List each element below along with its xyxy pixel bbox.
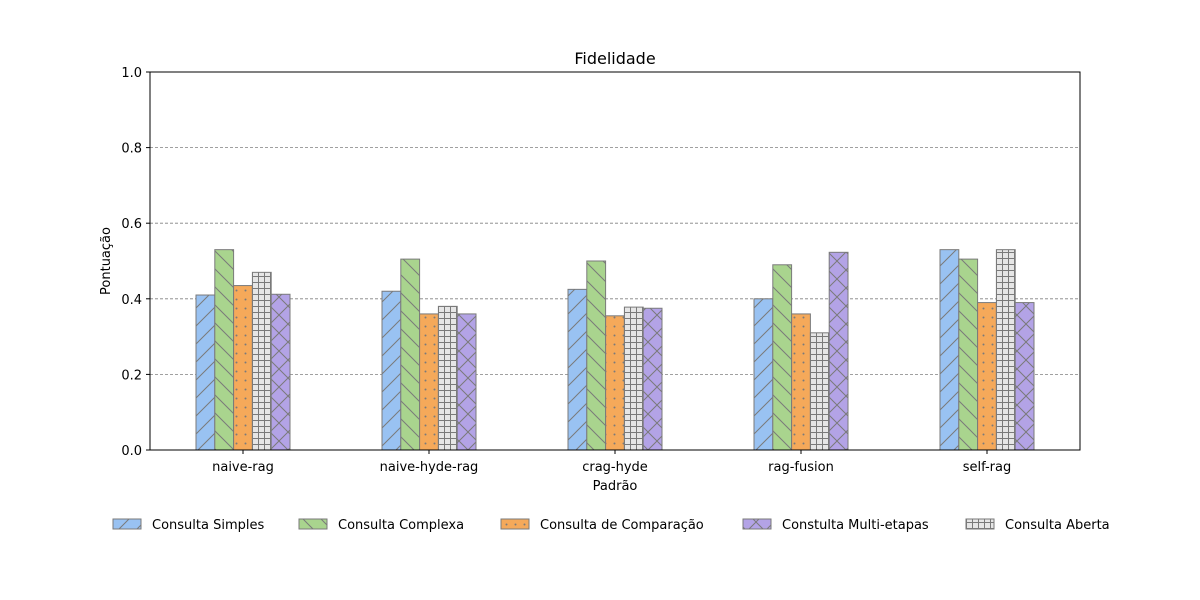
legend-label: Consulta Simples bbox=[152, 518, 264, 533]
legend-label: Consulta de Comparação bbox=[540, 518, 704, 533]
bar-naive-rag-consulta-de-compara-o bbox=[233, 285, 253, 451]
bar-naive-rag-consulta-simples bbox=[195, 294, 216, 451]
legend-swatch bbox=[112, 518, 142, 530]
y-tick-label: 0.8 bbox=[121, 142, 142, 157]
chart-title: Fidelidade bbox=[574, 49, 655, 68]
bar-rag-fusion-consulta-de-compara-o bbox=[791, 313, 811, 451]
bars-group bbox=[195, 249, 1035, 451]
bar-naive-hyde-rag-consulta-complexa bbox=[400, 258, 421, 451]
y-tick-label: 0.0 bbox=[121, 444, 142, 459]
bar-rag-fusion-consulta-complexa bbox=[772, 264, 793, 451]
y-tick-label: 0.4 bbox=[121, 293, 142, 308]
bar-naive-hyde-rag-consulta-de-compara-o bbox=[419, 313, 439, 451]
x-axis-label: Padrão bbox=[593, 479, 638, 494]
y-axis: 0.0 0.2 0.4 0.6 0.8 1.0 bbox=[121, 66, 150, 459]
legend-item: Consulta Simples bbox=[112, 518, 264, 533]
bar-rag-fusion-constulta-multi-etapas bbox=[828, 251, 849, 451]
bar-self-rag-consulta-complexa bbox=[958, 258, 979, 451]
x-tick-label: self-rag bbox=[963, 460, 1012, 475]
legend-label: Consulta Complexa bbox=[338, 518, 464, 533]
legend-swatch bbox=[742, 518, 772, 530]
bar-naive-hyde-rag-constulta-multi-etapas bbox=[456, 313, 477, 451]
legend-item: Consulta de Comparação bbox=[500, 518, 704, 533]
legend-item: Constulta Multi-etapas bbox=[742, 518, 929, 533]
bar-naive-hyde-rag-consulta-aberta bbox=[437, 305, 458, 451]
x-tick-label: naive-rag bbox=[212, 460, 274, 475]
bar-self-rag-constulta-multi-etapas bbox=[1014, 302, 1035, 451]
legend: Consulta Simples Consulta Complexa Consult… bbox=[112, 518, 1110, 533]
legend-swatch bbox=[965, 518, 995, 530]
bar-crag-hyde-consulta-complexa bbox=[586, 260, 607, 451]
x-axis: naive-rag naive-hyde-rag crag-hyde rag-fusi… bbox=[212, 450, 1011, 475]
bar-naive-hyde-rag-consulta-simples bbox=[381, 290, 402, 451]
x-tick-label: crag-hyde bbox=[582, 460, 648, 475]
x-tick-label: naive-hyde-rag bbox=[380, 460, 479, 475]
bar-self-rag-consulta-aberta bbox=[995, 249, 1016, 451]
y-tick-label: 0.6 bbox=[121, 217, 142, 232]
x-tick-label: rag-fusion bbox=[768, 460, 834, 475]
bar-self-rag-consulta-de-compara-o bbox=[977, 302, 997, 451]
bar-crag-hyde-consulta-de-compara-o bbox=[605, 315, 625, 451]
bar-naive-rag-consulta-aberta bbox=[251, 271, 272, 451]
bar-naive-rag-consulta-complexa bbox=[214, 249, 235, 451]
bar-crag-hyde-consulta-simples bbox=[567, 288, 588, 451]
y-tick-label: 1.0 bbox=[121, 66, 142, 81]
legend-swatch bbox=[500, 518, 530, 530]
legend-item: Consulta Complexa bbox=[298, 518, 464, 533]
bar-self-rag-consulta-simples bbox=[939, 249, 960, 451]
bar-naive-rag-constulta-multi-etapas bbox=[270, 293, 291, 451]
bar-rag-fusion-consulta-aberta bbox=[809, 332, 830, 451]
y-axis-label: Pontuação bbox=[99, 227, 114, 295]
legend-label: Consulta Aberta bbox=[1005, 518, 1110, 533]
bar-crag-hyde-consulta-aberta bbox=[623, 306, 644, 451]
legend-label: Constulta Multi-etapas bbox=[782, 518, 929, 533]
bar-crag-hyde-constulta-multi-etapas bbox=[642, 307, 663, 451]
legend-item: Consulta Aberta bbox=[965, 518, 1110, 533]
y-tick-label: 0.2 bbox=[121, 368, 142, 383]
bar-rag-fusion-consulta-simples bbox=[753, 298, 774, 451]
legend-swatch bbox=[298, 518, 328, 530]
